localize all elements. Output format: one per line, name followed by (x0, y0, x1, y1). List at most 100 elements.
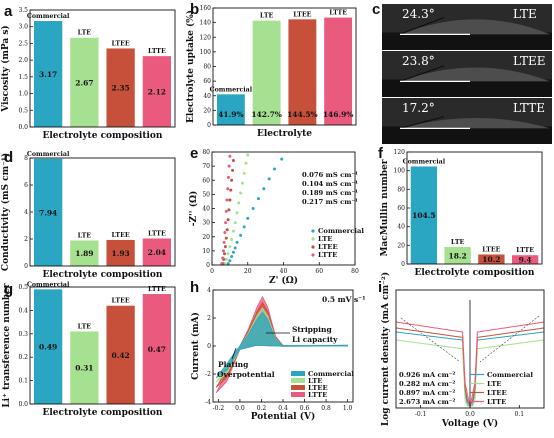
panel-b-ytick-label: 100 (200, 49, 212, 56)
panel-a-viscosity-chart: Commercial 3.17 LTE 2.67 LTEE 2.35 LTTE 2.12 0.0… (0, 7, 176, 141)
panel-a-ytick-label: 2.0 (18, 57, 28, 64)
exchange-current-annotation: 0.282 mA cm⁻² (399, 380, 455, 388)
impedance-point-commercial (226, 262, 230, 266)
bar-value-label: 0.49 (39, 343, 57, 352)
impedance-point-commercial (246, 216, 250, 220)
panel-f-ytick-label: 20 (397, 242, 405, 249)
contact-angle-value: 23.8° (402, 54, 435, 68)
impedance-point-ltte (221, 256, 225, 260)
contact-angle-value: 17.2° (402, 101, 435, 115)
panel-h-ytick-label: -4 (205, 399, 211, 406)
bar-lte (70, 37, 99, 128)
impedance-point-commercial (233, 246, 237, 250)
panel-g-ytick-label: 0.2 (18, 354, 28, 361)
impedance-point-lte (237, 201, 241, 205)
impedance-point-ltee (224, 236, 228, 240)
bar-commercial (33, 158, 63, 266)
bar-value-label: 0.31 (75, 364, 93, 373)
impedance-point-commercial (235, 240, 239, 244)
panel-h-xtick-label: 1.0 (343, 405, 353, 412)
bar-ltte (142, 294, 172, 404)
contact-angle-label: LTEE (513, 54, 546, 68)
panel-b-xlabel: Electrolyte (257, 129, 312, 139)
panel-h-ytick-label: 0 (207, 343, 211, 350)
droplet-shape (400, 67, 550, 82)
panel-h-cv-chart: -4 -2 0 2 4 -0.2 0.0 0.2 0.4 0.6 0.8 1.0 Current (mA… (190, 287, 366, 422)
legend-marker-commercial (311, 229, 315, 233)
bar-category-label: LTE (260, 13, 274, 20)
panel-letter-c: c (372, 1, 380, 18)
exchange-current-annotation: 0.926 mA cm⁻² (399, 371, 455, 379)
exchange-current-annotation: 2.673 mA cm⁻² (399, 398, 455, 406)
panel-b-ytick-label: 20 (203, 107, 211, 114)
panel-d-ytick-label: 6 (24, 182, 28, 189)
bar-value-label: 9.4 (519, 256, 532, 265)
contact-tangent-line (399, 16, 445, 35)
panel-b-uptake-chart: Commercial 41.9% LTE 142.7% LTEE 144.5% LTTE 14… (185, 5, 357, 139)
bar-value-label: 41.9% (218, 110, 243, 119)
cv-curve-commercial (215, 311, 348, 379)
legend-entry: LTE (308, 377, 322, 385)
impedance-point-lte (240, 181, 244, 185)
panel-f-ytick-label: 60 (397, 205, 405, 212)
legend-entry: LTEE (487, 389, 507, 397)
impedance-point-commercial (251, 207, 255, 210)
contact-angle-label: LTTE (513, 101, 545, 115)
panel-i-tafel-chart: -0.1 0.0 0.1 Log current density (mA cm⁻²) V… (380, 272, 545, 429)
bar-value-label: 0.47 (148, 345, 166, 354)
bar-lte (70, 331, 99, 404)
panel-h-ytick-label: -2 (205, 371, 211, 378)
bar-commercial (410, 166, 438, 264)
panel-b-ytick-label: 0 (207, 122, 211, 129)
panel-d-ytick-label: 2 (24, 236, 28, 243)
panel-e-ytick-label: 70 (202, 163, 210, 170)
panel-letter-d: d (4, 149, 13, 166)
panel-h-ylabel: Current (mA) (190, 312, 201, 380)
bar-category-label: LTTE (516, 247, 534, 254)
bar-value-label: 0.42 (111, 351, 129, 360)
impedance-point-ltte (223, 231, 227, 235)
bar-category-label: LTEE (112, 298, 130, 305)
bar-value-label: 1.93 (111, 249, 129, 258)
panel-b-ytick-label: 140 (200, 20, 212, 27)
bar-category-label: LTTE (148, 230, 166, 237)
legend-swatch-lte (291, 378, 305, 383)
legend-marker-ltte (311, 253, 315, 257)
tafel-fit-line (479, 315, 540, 363)
photo-baseline-shadow (382, 79, 552, 97)
impedance-point-ltte (225, 198, 229, 202)
bar-value-label: 2.67 (75, 78, 93, 87)
panel-e-ytick-label: 60 (202, 177, 210, 184)
panel-h-xlabel: Potential (V) (251, 411, 315, 422)
panel-d-conductivity-chart: Commercial 7.94 LTE 1.89 LTEE 1.93 LTTE 2.04 0 2 4… (0, 151, 176, 280)
bar-value-label: 1.89 (75, 249, 93, 258)
impedance-point-ltte (221, 249, 225, 253)
panel-e-xtick-label: 80 (351, 268, 359, 275)
impedance-point-ltte (224, 221, 228, 225)
legend-entry: Commercial (308, 370, 354, 378)
bar-category-label: LTTE (148, 286, 166, 293)
impedance-point-ltee (230, 178, 234, 182)
bar-value-label: 2.35 (111, 84, 129, 93)
panel-e-ylabel: -Z'' (Ω) (188, 191, 199, 226)
impedance-point-lte (239, 191, 243, 195)
panel-e-ytick-label: 0 (206, 262, 210, 269)
panel-letter-h: h (190, 279, 199, 296)
stripping-annotation: Stripping (292, 325, 332, 334)
panel-h-xtick-label: -0.2 (213, 405, 225, 412)
panel-d-ytick-label: 8 (24, 155, 28, 162)
plating-arrow (231, 347, 237, 360)
legend-swatch-ltte (291, 392, 305, 397)
panel-h-xtick-label: 0.4 (278, 405, 288, 412)
bar-ltte (324, 17, 353, 125)
bar-value-label: 104.5 (412, 211, 436, 220)
panel-g-ytick-label: 0.0 (18, 401, 28, 408)
bar-ltee (106, 305, 135, 404)
bar-category-label: Commercial (210, 86, 253, 93)
impedance-point-ltee (223, 252, 227, 256)
bar-lte (252, 20, 281, 125)
bar-value-label: 144.5% (287, 110, 318, 119)
panel-h-ytick-label: 4 (207, 287, 211, 294)
panel-d-ylabel: Conductivity (mS cm⁻¹) (0, 153, 11, 271)
